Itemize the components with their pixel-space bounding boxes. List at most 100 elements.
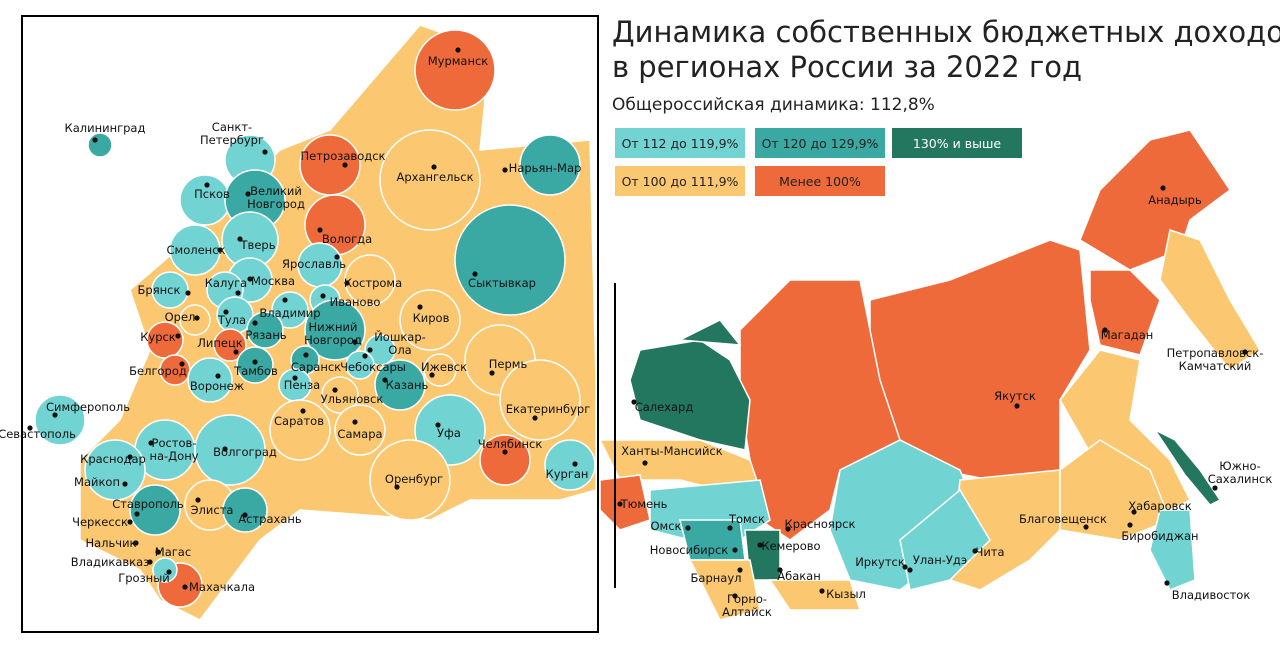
region (544, 439, 596, 491)
region (479, 434, 531, 486)
city-label: Владивосток (1172, 588, 1251, 602)
region (599, 474, 651, 531)
city-label: Биробиджан (1121, 529, 1198, 543)
city-label: Симферополь (46, 400, 130, 414)
region (236, 346, 274, 384)
city-dot (1160, 185, 1166, 191)
city-label: Новосибирск (650, 543, 728, 557)
city-dot (127, 519, 133, 525)
city-label: Тула (217, 313, 246, 327)
city-dot (344, 280, 350, 286)
city-dot (352, 339, 358, 345)
city-label: Киров (413, 311, 450, 325)
city-dot (147, 559, 153, 565)
city-label: Кострома (344, 276, 402, 290)
legend-swatch (892, 128, 1022, 158)
city-dot (394, 484, 400, 490)
city-dot (247, 276, 253, 282)
city-dot (194, 315, 200, 321)
city-label: Кызыл (826, 587, 866, 601)
city-label: Нижний (309, 320, 358, 334)
region (1079, 129, 1232, 271)
city-dot (27, 425, 33, 431)
city-label: Грозный (118, 571, 170, 585)
city-label: Орел (165, 310, 196, 324)
city-dot (631, 399, 637, 405)
city-label: Оренбург (385, 472, 443, 486)
city-dot (245, 191, 251, 197)
city-label: Кемерово (761, 539, 820, 553)
city-dot (179, 361, 185, 367)
region (629, 339, 751, 451)
city-label: Петропавловск- (1167, 346, 1264, 360)
city-label: Черкесск (72, 515, 128, 529)
city-label: Екатеринбург (506, 402, 591, 416)
city-label: Волгоград (213, 445, 277, 459)
region (688, 559, 761, 621)
city-label: на-Дону (149, 449, 198, 463)
legend: От 112 до 119,9% От 120 до 129,9% 130% и в… (615, 128, 1022, 196)
region (1159, 229, 1262, 372)
city-label: Архангельск (396, 170, 473, 184)
city-label: Горно- (727, 592, 767, 606)
region (739, 279, 901, 541)
city-dot (262, 149, 268, 155)
city-label: Смоленск (167, 243, 226, 257)
city-label: Сахалинск (1208, 472, 1273, 486)
city-label: Ижевск (421, 360, 467, 374)
city-label: Псков (194, 187, 230, 201)
city-dot (785, 526, 791, 532)
city-dot (233, 349, 239, 355)
city-label: Элиста (191, 503, 234, 517)
region (87, 132, 113, 158)
city-dot (757, 542, 763, 548)
city-dot (502, 167, 508, 173)
region (899, 488, 991, 591)
city-label: Южно- (1219, 459, 1260, 473)
city-dot (1212, 485, 1218, 491)
city-dot (429, 372, 435, 378)
region (152, 557, 178, 583)
city-label: Алтайск (722, 605, 772, 619)
legend-swatch (615, 166, 745, 196)
city-dot (292, 375, 298, 381)
legend-label: От 120 до 129,9% (762, 136, 879, 151)
region (1089, 269, 1161, 356)
city-dot (732, 547, 738, 553)
city-label: Новгород (304, 333, 362, 347)
city-label: Саратов (274, 414, 324, 428)
city-dot (133, 540, 139, 546)
subtitle: Общероссийская динамика: 112,8% (612, 95, 935, 115)
city-dot (303, 352, 309, 358)
title: Динамика собственных бюджетных доходов (612, 15, 1280, 49)
city-label: Калининград (65, 121, 146, 135)
city-label: Благовещенск (1019, 512, 1107, 526)
city-label: Тверь (240, 238, 276, 252)
city-dot (352, 419, 358, 425)
city-label: Владикавказ (71, 555, 150, 569)
region (304, 299, 366, 361)
region (499, 359, 581, 441)
city-label: Воронеж (190, 379, 244, 393)
city-dot (417, 304, 423, 310)
city-label: Хабаровск (1128, 499, 1192, 513)
city-dot (732, 593, 738, 599)
city-dot (166, 569, 172, 575)
city-label: Тамбов (233, 364, 278, 378)
region (374, 359, 426, 411)
city-label: Улан-Удэ (913, 553, 967, 567)
city-dot (185, 290, 191, 296)
city-label: Нальчик (85, 536, 136, 550)
city-label: Казань (386, 378, 429, 392)
city-dot (252, 320, 258, 326)
city-dot (435, 422, 441, 428)
inset-frame (21, 15, 599, 633)
city-dot (195, 497, 201, 503)
city-dot (320, 293, 326, 299)
region (519, 134, 581, 196)
region (269, 399, 331, 461)
city-dot (819, 588, 825, 594)
city-label: Йошкар- (374, 329, 426, 344)
city-dot (217, 247, 223, 253)
city-dot (367, 347, 373, 353)
